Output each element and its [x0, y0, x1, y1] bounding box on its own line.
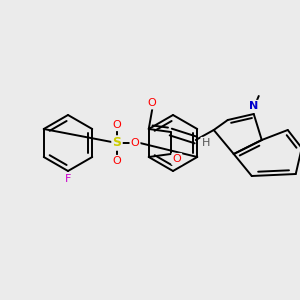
- Text: F: F: [65, 174, 71, 184]
- Text: O: O: [112, 120, 122, 130]
- Text: O: O: [172, 154, 181, 164]
- Text: O: O: [112, 156, 122, 166]
- Text: O: O: [130, 138, 140, 148]
- Text: H: H: [202, 138, 210, 148]
- Text: O: O: [148, 98, 157, 108]
- Text: S: S: [112, 136, 122, 149]
- Text: N: N: [249, 101, 258, 111]
